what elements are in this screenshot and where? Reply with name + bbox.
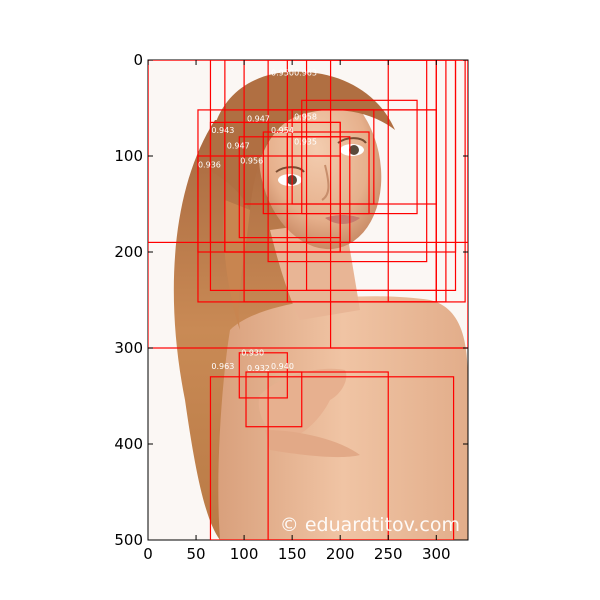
detection-box [305,60,457,291]
score-label: 0.943 [211,126,234,135]
score-label: 0.947 [247,114,270,123]
y-tick-label: 400 [114,435,143,453]
y-tick-label: 300 [114,339,143,357]
detection-box [267,371,389,540]
detection-box [197,155,341,253]
score-label: 0.932 [247,364,270,373]
score-label: 0.930 [241,349,264,358]
score-label: 0.958 [294,113,317,122]
score-label: 0.956 [240,157,263,166]
detection-box [238,352,288,399]
x-tick-label: 150 [278,545,307,563]
y-tick-label: 200 [114,243,143,261]
detection-box [286,136,351,244]
y-tick-label: 500 [114,531,143,549]
x-tick-label: 0 [143,545,153,563]
score-label: 0.963 [211,362,234,371]
x-tick-label: 50 [187,545,206,563]
x-tick-label: 250 [374,545,403,563]
detection-box [267,60,428,263]
detection-boxes [148,60,468,540]
watermark-text: © eduardtitov.com [280,514,460,536]
detection-box [262,131,370,215]
detection-box [291,109,437,205]
score-label: 0.950 [271,68,294,77]
score-label: 0.935 [294,137,317,146]
score-label: 0.963 [294,68,317,77]
x-tick-label: 200 [326,545,355,563]
score-label: 0.954 [271,126,294,135]
y-tick-label: 100 [114,147,143,165]
score-label: 0.940 [271,362,294,371]
detection-box [148,60,468,349]
x-tick-label: 100 [230,545,259,563]
score-label: 0.947 [227,141,250,150]
x-tick-label: 300 [422,545,451,563]
y-tick-label: 0 [133,51,143,69]
score-label: 0.936 [198,161,221,170]
axis-ticks: 0 50 100 150 200 250 300 0 100 200 300 400 500 [114,51,468,563]
